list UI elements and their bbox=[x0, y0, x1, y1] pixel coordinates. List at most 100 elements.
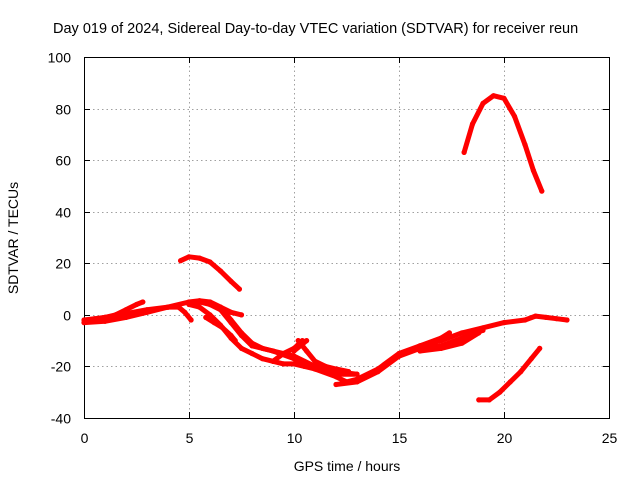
data-point bbox=[501, 320, 507, 326]
data-point bbox=[459, 340, 465, 346]
data-point bbox=[123, 311, 129, 317]
data-point bbox=[532, 313, 539, 319]
data-point bbox=[133, 301, 140, 308]
data-point bbox=[539, 188, 545, 194]
y-tick-label: 0 bbox=[63, 308, 71, 324]
data-point bbox=[236, 286, 242, 292]
data-point bbox=[182, 309, 188, 315]
x-tick-label: 0 bbox=[81, 430, 89, 446]
x-tick-label: 15 bbox=[392, 430, 408, 446]
data-point bbox=[564, 317, 570, 323]
y-tick-label: -40 bbox=[51, 411, 71, 427]
data-point bbox=[217, 304, 224, 310]
data-point bbox=[476, 330, 482, 336]
chart-title: Day 019 of 2024, Sidereal Day-to-day VTE… bbox=[53, 21, 578, 37]
series-layer bbox=[81, 93, 570, 403]
data-point bbox=[459, 330, 465, 336]
x-axis-label: GPS time / hours bbox=[294, 458, 401, 474]
data-point bbox=[270, 358, 276, 364]
data-point bbox=[417, 348, 423, 354]
data-point bbox=[375, 369, 381, 375]
data-point bbox=[511, 113, 518, 119]
series-line-arc-12 bbox=[333, 330, 452, 387]
data-point bbox=[211, 320, 217, 326]
data-point bbox=[518, 369, 524, 375]
x-tick-label: 5 bbox=[186, 430, 194, 446]
data-point bbox=[270, 348, 276, 354]
series-line-arc-16 bbox=[476, 345, 543, 403]
data-point bbox=[228, 320, 234, 326]
x-tick-label: 10 bbox=[287, 430, 303, 446]
y-tick-label: 40 bbox=[55, 205, 71, 221]
data-point bbox=[490, 93, 497, 99]
y-tick-label: 20 bbox=[55, 256, 71, 272]
data-point bbox=[203, 314, 209, 320]
data-point bbox=[507, 379, 513, 385]
data-point bbox=[165, 304, 171, 310]
y-tick-label: 60 bbox=[55, 153, 71, 169]
x-tick-label: 25 bbox=[602, 430, 618, 446]
data-point bbox=[312, 358, 318, 364]
data-point bbox=[461, 149, 467, 155]
data-point bbox=[543, 314, 549, 320]
data-point bbox=[522, 142, 528, 148]
y-axis-label: SDTVAR / TECUs bbox=[5, 182, 21, 294]
data-point bbox=[301, 363, 308, 369]
data-point bbox=[459, 335, 465, 341]
data-point bbox=[476, 397, 482, 403]
data-point bbox=[207, 312, 213, 318]
data-point bbox=[497, 389, 503, 395]
grid bbox=[84, 57, 609, 418]
data-point bbox=[469, 121, 476, 127]
data-point bbox=[291, 361, 297, 367]
data-point bbox=[186, 254, 192, 260]
data-point bbox=[396, 353, 402, 359]
data-point bbox=[238, 312, 245, 318]
data-point bbox=[480, 327, 486, 333]
data-point bbox=[438, 335, 444, 341]
data-point bbox=[291, 353, 297, 359]
data-point bbox=[291, 348, 297, 354]
data-point bbox=[280, 350, 287, 357]
series-line-arc-15 bbox=[461, 93, 545, 194]
data-point bbox=[480, 100, 486, 106]
data-point bbox=[196, 304, 203, 310]
data-point bbox=[528, 356, 534, 362]
data-point bbox=[280, 361, 287, 367]
data-point bbox=[259, 356, 266, 362]
plot-frame bbox=[84, 57, 610, 419]
data-point bbox=[486, 397, 492, 403]
data-point bbox=[178, 258, 184, 264]
data-point bbox=[522, 317, 528, 323]
data-point bbox=[140, 299, 146, 305]
data-point bbox=[102, 314, 108, 320]
series-line-arc-14 bbox=[417, 330, 482, 354]
data-point bbox=[81, 320, 87, 326]
axis-ticks: 0 5 10 15 20 25 -40 -20 0 20 40 60 80 100 bbox=[48, 50, 618, 447]
data-point bbox=[249, 350, 255, 357]
data-point bbox=[501, 95, 507, 101]
data-point bbox=[446, 330, 452, 336]
data-point bbox=[238, 345, 245, 351]
data-point bbox=[144, 307, 150, 313]
data-point bbox=[553, 316, 560, 322]
data-point bbox=[304, 348, 310, 354]
data-point bbox=[354, 379, 360, 385]
data-point bbox=[238, 332, 245, 339]
data-point bbox=[228, 332, 234, 339]
data-point bbox=[207, 299, 213, 305]
data-point bbox=[186, 299, 192, 305]
data-point bbox=[232, 338, 238, 344]
data-point bbox=[217, 268, 224, 274]
data-point bbox=[228, 309, 234, 315]
data-point bbox=[188, 317, 194, 323]
data-point bbox=[438, 345, 444, 351]
data-point bbox=[354, 371, 360, 377]
data-point bbox=[102, 318, 108, 324]
data-point bbox=[530, 167, 537, 174]
data-point bbox=[295, 338, 301, 344]
data-point bbox=[346, 369, 352, 375]
data-point bbox=[220, 325, 226, 331]
data-point bbox=[322, 363, 329, 369]
